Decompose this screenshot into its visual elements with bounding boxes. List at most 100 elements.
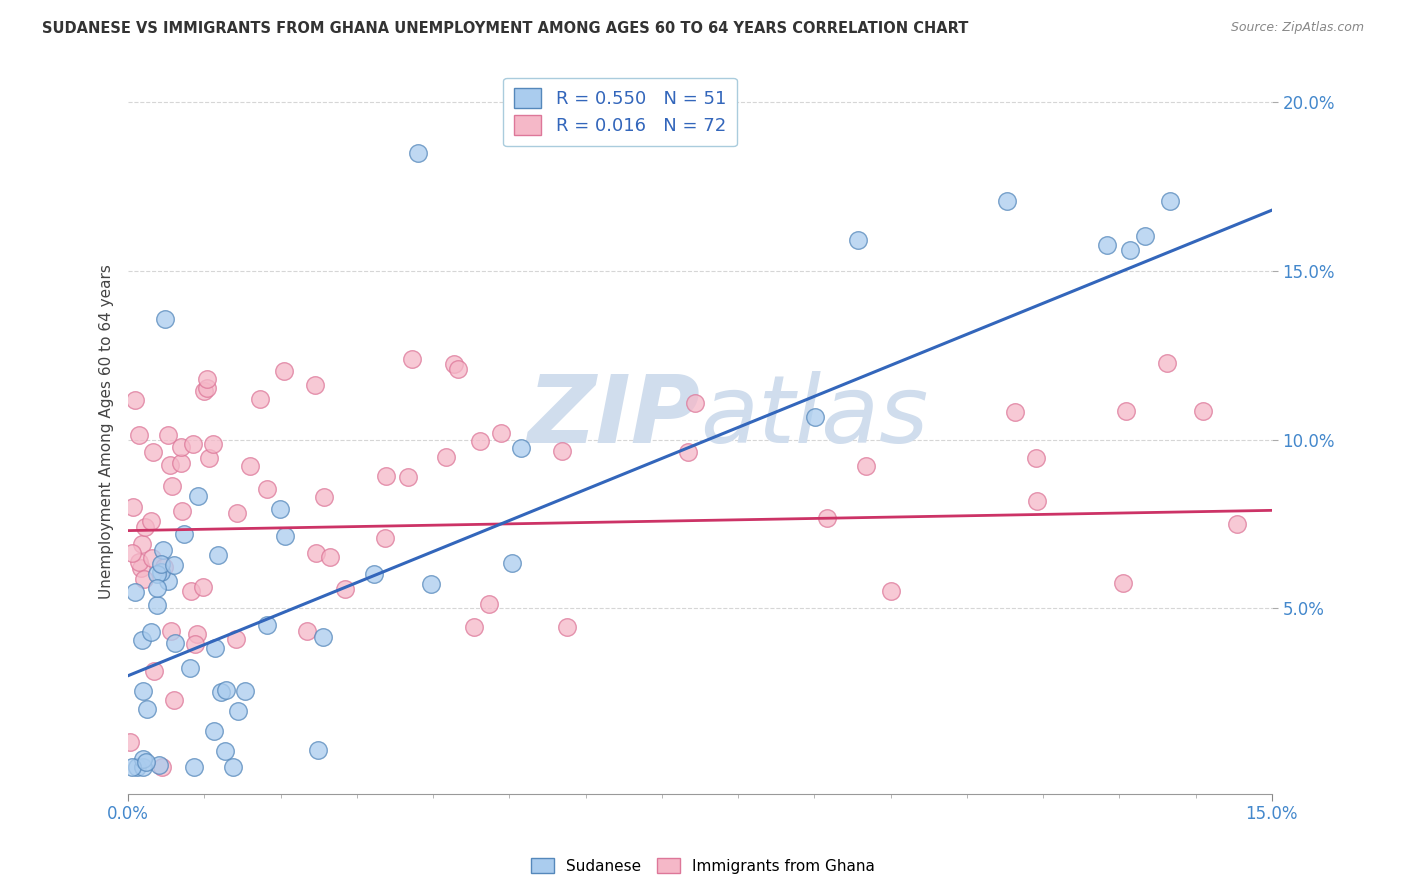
Point [145, 581, 167, 595]
Point [124, 585, 146, 599]
Point [880, 584, 903, 599]
Point [132, 572, 155, 586]
Point [1133, 228, 1156, 243]
Point [191, 580, 214, 594]
Point [550, 443, 572, 458]
Point [128, 428, 150, 442]
Point [443, 357, 465, 371]
Point [153, 312, 176, 326]
Text: atlas: atlas [700, 371, 928, 462]
Point [304, 378, 326, 392]
Text: ZIP: ZIP [527, 370, 700, 463]
Point [815, 511, 838, 525]
Point [136, 702, 159, 716]
Point [122, 500, 145, 514]
Point [152, 760, 174, 774]
Point [180, 584, 202, 599]
Point [124, 393, 146, 408]
Point [165, 636, 187, 650]
Point [312, 491, 335, 505]
Point [150, 557, 173, 571]
Point [225, 632, 247, 646]
Point [1115, 404, 1137, 418]
Point [420, 576, 443, 591]
Point [312, 630, 335, 644]
Point [225, 506, 247, 520]
Point [187, 489, 209, 503]
Point [193, 384, 215, 399]
Point [676, 445, 699, 459]
Point [159, 458, 181, 472]
Point [447, 361, 470, 376]
Point [1025, 451, 1047, 466]
Point [333, 582, 356, 596]
Point [226, 704, 249, 718]
Point [141, 551, 163, 566]
Point [1192, 403, 1215, 417]
Point [1004, 405, 1026, 419]
Point [129, 561, 152, 575]
Point [305, 546, 328, 560]
Point [170, 456, 193, 470]
Point [1159, 194, 1181, 208]
Point [125, 760, 148, 774]
Point [146, 598, 169, 612]
Point [436, 450, 458, 465]
Point [120, 735, 142, 749]
Point [1156, 356, 1178, 370]
Point [214, 683, 236, 698]
Point [1097, 238, 1119, 252]
Point [470, 434, 492, 449]
Point [198, 450, 221, 465]
Point [163, 558, 186, 573]
Point [132, 683, 155, 698]
Point [172, 504, 194, 518]
Point [249, 392, 271, 406]
Point [152, 543, 174, 558]
Point [307, 742, 329, 756]
Point [183, 437, 205, 451]
Point [804, 410, 827, 425]
Point [239, 458, 262, 473]
Point [855, 458, 877, 473]
Point [209, 685, 232, 699]
Point [135, 755, 157, 769]
Point [374, 531, 396, 545]
Point [1112, 576, 1135, 591]
Point [145, 566, 167, 581]
Point [128, 555, 150, 569]
Text: Source: ZipAtlas.com: Source: ZipAtlas.com [1230, 21, 1364, 34]
Point [202, 724, 225, 739]
Legend: R = 0.550   N = 51, R = 0.016   N = 72: R = 0.550 N = 51, R = 0.016 N = 72 [503, 78, 737, 146]
Point [156, 574, 179, 589]
Point [463, 620, 485, 634]
Y-axis label: Unemployment Among Ages 60 to 64 years: Unemployment Among Ages 60 to 64 years [100, 264, 114, 599]
Point [401, 352, 423, 367]
Point [995, 194, 1018, 208]
Point [477, 597, 499, 611]
Point [134, 520, 156, 534]
Point [501, 556, 523, 570]
Point [170, 441, 193, 455]
Point [375, 469, 398, 483]
Point [274, 529, 297, 543]
Legend: Sudanese, Immigrants from Ghana: Sudanese, Immigrants from Ghana [524, 852, 882, 880]
Point [142, 445, 165, 459]
Point [1226, 517, 1249, 532]
Point [295, 624, 318, 638]
Point [141, 625, 163, 640]
Point [510, 441, 533, 455]
Point [183, 760, 205, 774]
Point [685, 396, 707, 410]
Point [256, 618, 278, 632]
Point [363, 566, 385, 581]
Point [156, 428, 179, 442]
Point [406, 145, 429, 160]
Point [1119, 243, 1142, 257]
Point [131, 752, 153, 766]
Point [159, 624, 181, 639]
Point [131, 760, 153, 774]
Point [214, 744, 236, 758]
Point [186, 627, 208, 641]
Point [131, 537, 153, 551]
